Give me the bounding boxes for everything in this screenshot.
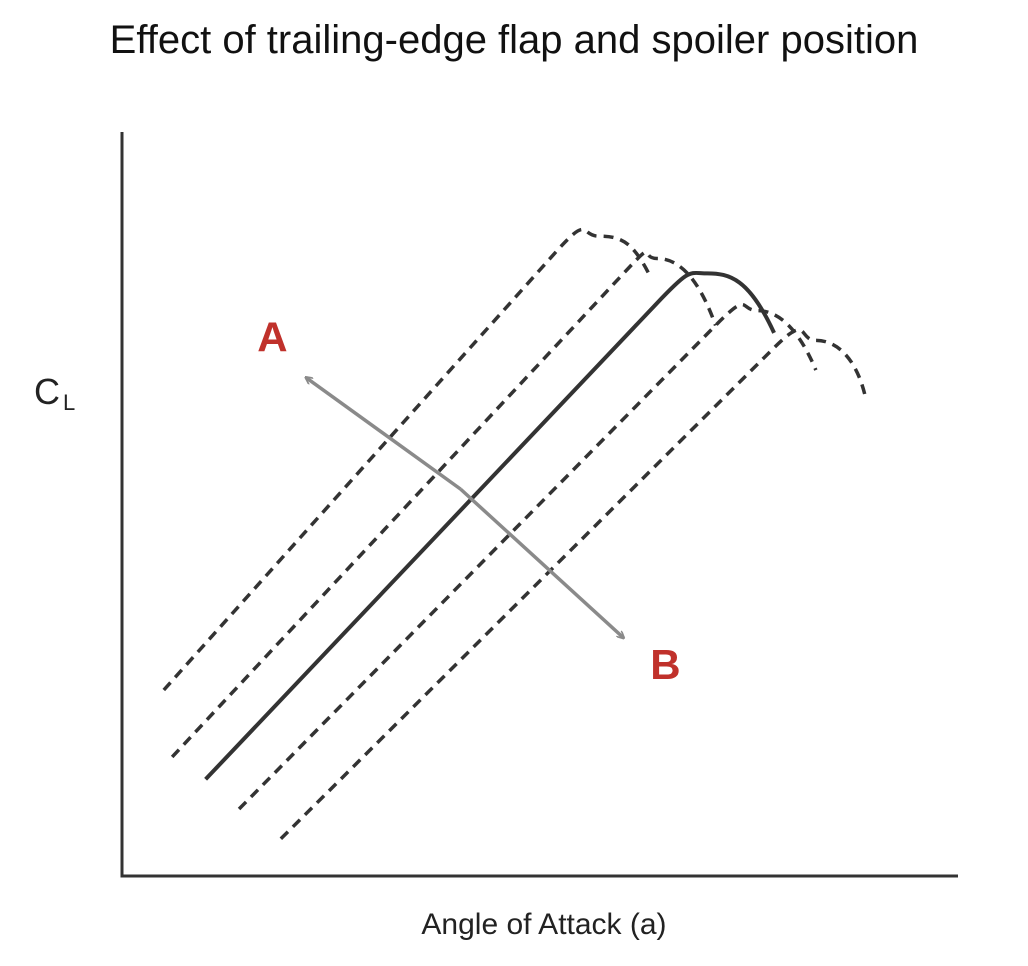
lift-curve-5-dashed [279,328,868,841]
x-axis-label: Angle of Attack (a) [421,908,666,941]
y-axis-label-subscript: L [63,390,75,415]
annotation-label-b: B [650,641,680,688]
chart-title: Effect of trailing-edge flap and spoiler… [109,18,919,62]
annotation-label-a: A [257,313,287,360]
lift-curve-2-dashed [170,250,718,759]
lift-curve-4-dashed [237,302,818,811]
lift-curve-3-solid [204,270,776,781]
lift-curve-1-dashed [162,227,651,692]
arrow-toward-b [459,487,624,638]
arrow-toward-a [306,378,462,491]
